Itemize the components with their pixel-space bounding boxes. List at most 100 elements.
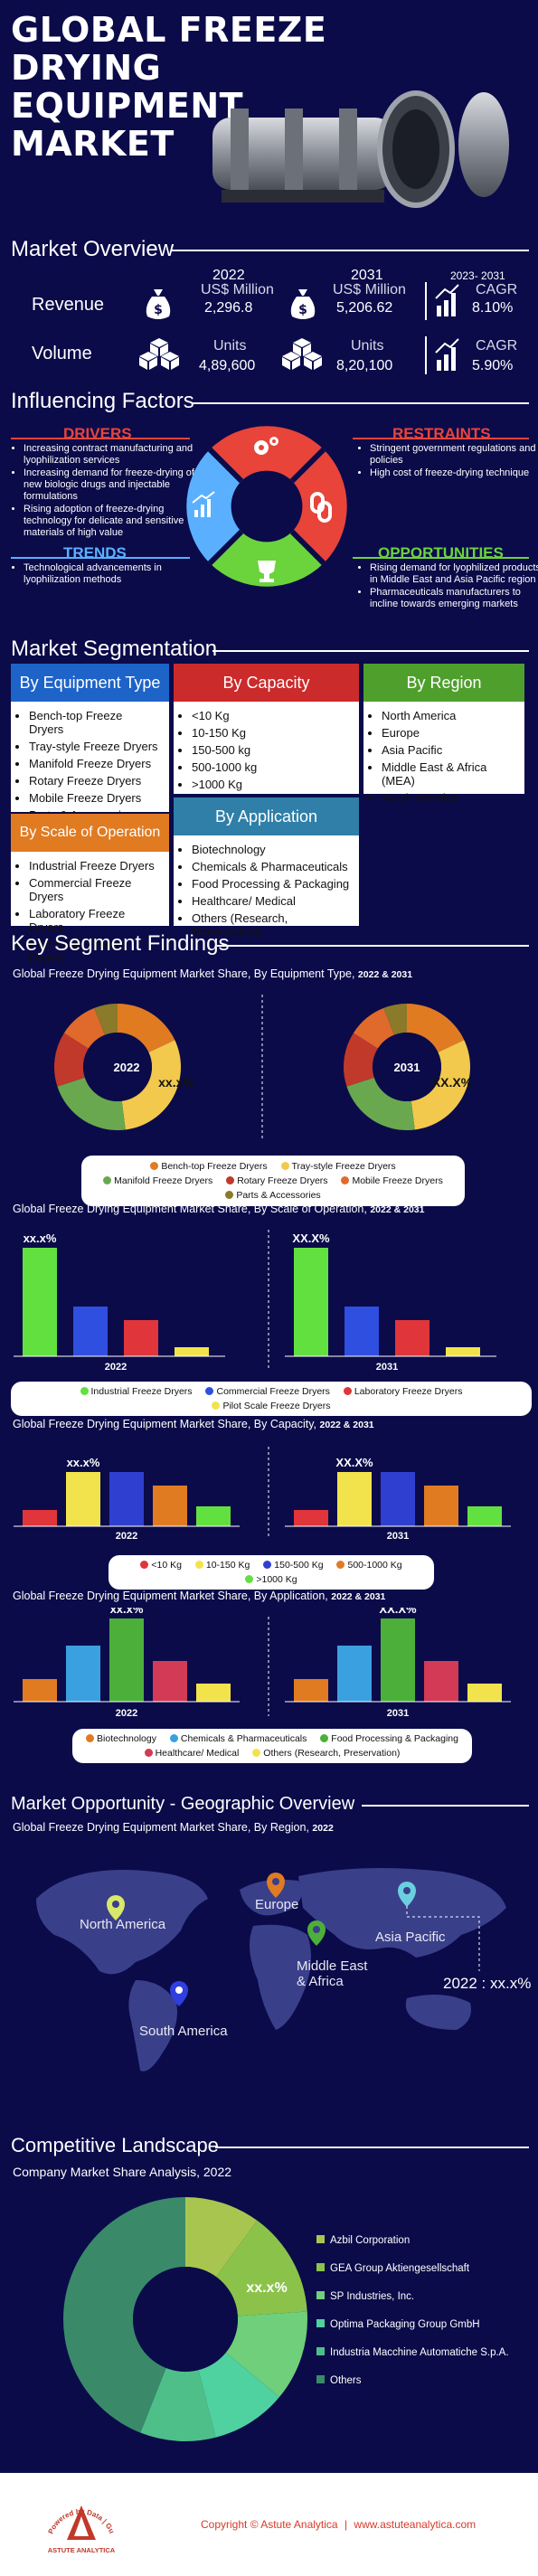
opportunity-item: Pharmaceuticals manufacturers to incline… xyxy=(370,587,538,610)
geo-subtitle: Global Freeze Drying Equipment Market Sh… xyxy=(13,1821,334,1834)
legend-item: Optima Packaging Group GmbH xyxy=(316,2317,509,2332)
section-divider xyxy=(215,2147,529,2148)
bar xyxy=(424,1486,458,1526)
restraints-underline xyxy=(353,438,529,439)
donut-slice xyxy=(407,1004,465,1052)
list-item: Pilot Scale Freeze Dryers xyxy=(29,938,160,965)
website-link[interactable]: www.astuteanalytica.com xyxy=(354,2518,477,2531)
bar-value-label: XX.X% xyxy=(292,1231,330,1245)
donut-slice xyxy=(198,2352,280,2438)
revenue-cagr: 8.10% xyxy=(472,300,514,316)
page-title: GLOBAL FREEZE DRYING EQUIPMENT MARKET xyxy=(11,10,327,164)
bar xyxy=(337,1646,372,1702)
donut-hole xyxy=(133,2267,238,2372)
segment-region-header: By Region xyxy=(363,664,524,702)
bar-value-label: xx.x% xyxy=(67,1456,100,1469)
svg-text:$: $ xyxy=(154,303,163,317)
donut-hole xyxy=(373,1033,441,1101)
donut-slice xyxy=(140,2367,216,2441)
donut-slice xyxy=(121,1040,181,1130)
legend-item: Biotechnology xyxy=(86,1733,156,1744)
boxes-icon xyxy=(282,338,322,370)
list-item: >1000 Kg xyxy=(192,778,350,791)
legend-item: Parts & Accessories xyxy=(225,1190,321,1201)
location-pin-icon xyxy=(170,1981,188,2006)
legend-item: SP Industries, Inc. xyxy=(316,2289,509,2304)
legend-item: Healthcare/ Medical xyxy=(144,1748,239,1759)
legend-item: 150-500 Kg xyxy=(263,1560,324,1571)
donut-center-year: 2031 xyxy=(394,1061,420,1074)
legend-item: >1000 Kg xyxy=(245,1574,297,1585)
segment-equipment-list: Bench-top Freeze Dryers Tray-style Freez… xyxy=(11,702,169,822)
equipment-chart-title: Global Freeze Drying Equipment Market Sh… xyxy=(13,967,413,980)
donut-slice xyxy=(118,1004,175,1052)
restraints-list: Stringent government regulations and pol… xyxy=(357,443,538,480)
list-item: Others (Research, Preservation) xyxy=(192,911,350,939)
trend-chart-icon xyxy=(192,491,215,517)
svg-text:$: $ xyxy=(298,303,307,317)
footer: Powered by Data | Guided by Intelligence… xyxy=(0,2473,538,2576)
capacity-bar-chart: xx.x% 2022 XX.X% 2031 xyxy=(14,1447,511,1542)
legend-item: Bench-top Freeze Dryers xyxy=(150,1161,268,1172)
year-label: 2031 xyxy=(387,1708,409,1719)
section-divider xyxy=(217,945,529,947)
astute-analytica-logo: Powered by Data | Guided by Intelligence… xyxy=(36,2480,116,2554)
legend-item: 10-150 Kg xyxy=(194,1560,250,1571)
bar-value-label: xx.x% xyxy=(24,1231,57,1245)
copyright-text: Copyright © Astute Analytica xyxy=(201,2518,338,2531)
legend-item: <10 Kg xyxy=(140,1560,182,1571)
region-label-europe: Europe xyxy=(255,1897,299,1912)
operation-chart-title: Global Freeze Drying Equipment Market Sh… xyxy=(13,1203,425,1215)
section-divider xyxy=(212,650,529,652)
geo-heading: Market Opportunity - Geographic Overview xyxy=(11,1794,355,1814)
donut-slice xyxy=(185,2197,258,2278)
key-findings-heading: Key Segment Findings xyxy=(11,931,230,956)
year-label: 2022 xyxy=(116,1708,137,1719)
drivers-title: DRIVERS xyxy=(63,425,132,442)
year-label: 2031 xyxy=(376,1362,398,1373)
donut-value-label: xx.x% xyxy=(158,1075,194,1090)
footer-text: Copyright © Astute Analytica | www.astut… xyxy=(201,2518,476,2531)
bar xyxy=(381,1472,415,1526)
donut-slice xyxy=(383,1004,407,1035)
list-item: Europe xyxy=(382,726,515,740)
region-label-asia-pacific: Asia Pacific xyxy=(375,1930,446,1945)
donut-slice xyxy=(54,1033,89,1087)
donut-slice xyxy=(57,1077,126,1130)
chain-link-icon xyxy=(310,492,332,523)
bar xyxy=(23,1679,57,1702)
bar xyxy=(153,1661,187,1702)
donut-2022 xyxy=(54,1004,181,1130)
bar xyxy=(294,1510,328,1526)
bar xyxy=(153,1486,187,1526)
competition-legend: Azbil Corporation GEA Group Aktiengesell… xyxy=(316,2233,509,2401)
legend-item: Manifold Freeze Dryers xyxy=(103,1175,212,1186)
factors-ring-diagram xyxy=(186,426,347,587)
section-divider xyxy=(362,1805,529,1807)
segment-operation-header: By Scale of Operation xyxy=(11,814,169,852)
freeze-dryer-illustration xyxy=(212,90,509,208)
list-item: North America xyxy=(382,709,515,722)
influencing-factors-heading: Influencing Factors xyxy=(11,389,194,413)
segment-application-list: Biotechnology Chemicals & Pharmaceutical… xyxy=(174,835,359,939)
application-bar-chart: xx.x% 2022 XX.X% 2031 xyxy=(14,1608,511,1719)
legend-item: Commercial Freeze Dryers xyxy=(205,1386,330,1397)
gears-icon xyxy=(254,437,278,455)
segment-application-header: By Application xyxy=(174,797,359,835)
revenue-unit-2031: US$ Million xyxy=(333,282,406,297)
segment-region-list: North America Europe Asia Pacific Middle… xyxy=(363,702,524,805)
legend-item: 500-1000 Kg xyxy=(336,1560,402,1571)
application-legend: Biotechnology Chemicals & Pharmaceutical… xyxy=(72,1729,472,1763)
opportunities-title: OPPORTUNITIES xyxy=(378,544,504,561)
year-label: 2031 xyxy=(387,1531,409,1542)
donut-value-label: XX.X% xyxy=(432,1075,473,1090)
list-item: Chemicals & Pharmaceuticals xyxy=(192,860,350,873)
bar xyxy=(23,1248,57,1356)
revenue-label: Revenue xyxy=(32,295,105,315)
callout-line xyxy=(406,1906,480,1971)
list-item: Manifold Freeze Dryers xyxy=(29,757,160,770)
legend-item: Pilot Scale Freeze Dryers xyxy=(212,1401,331,1411)
list-item: 500-1000 kg xyxy=(192,760,350,774)
volume-cagr: 5.90% xyxy=(472,358,514,373)
separator: | xyxy=(344,2518,348,2531)
